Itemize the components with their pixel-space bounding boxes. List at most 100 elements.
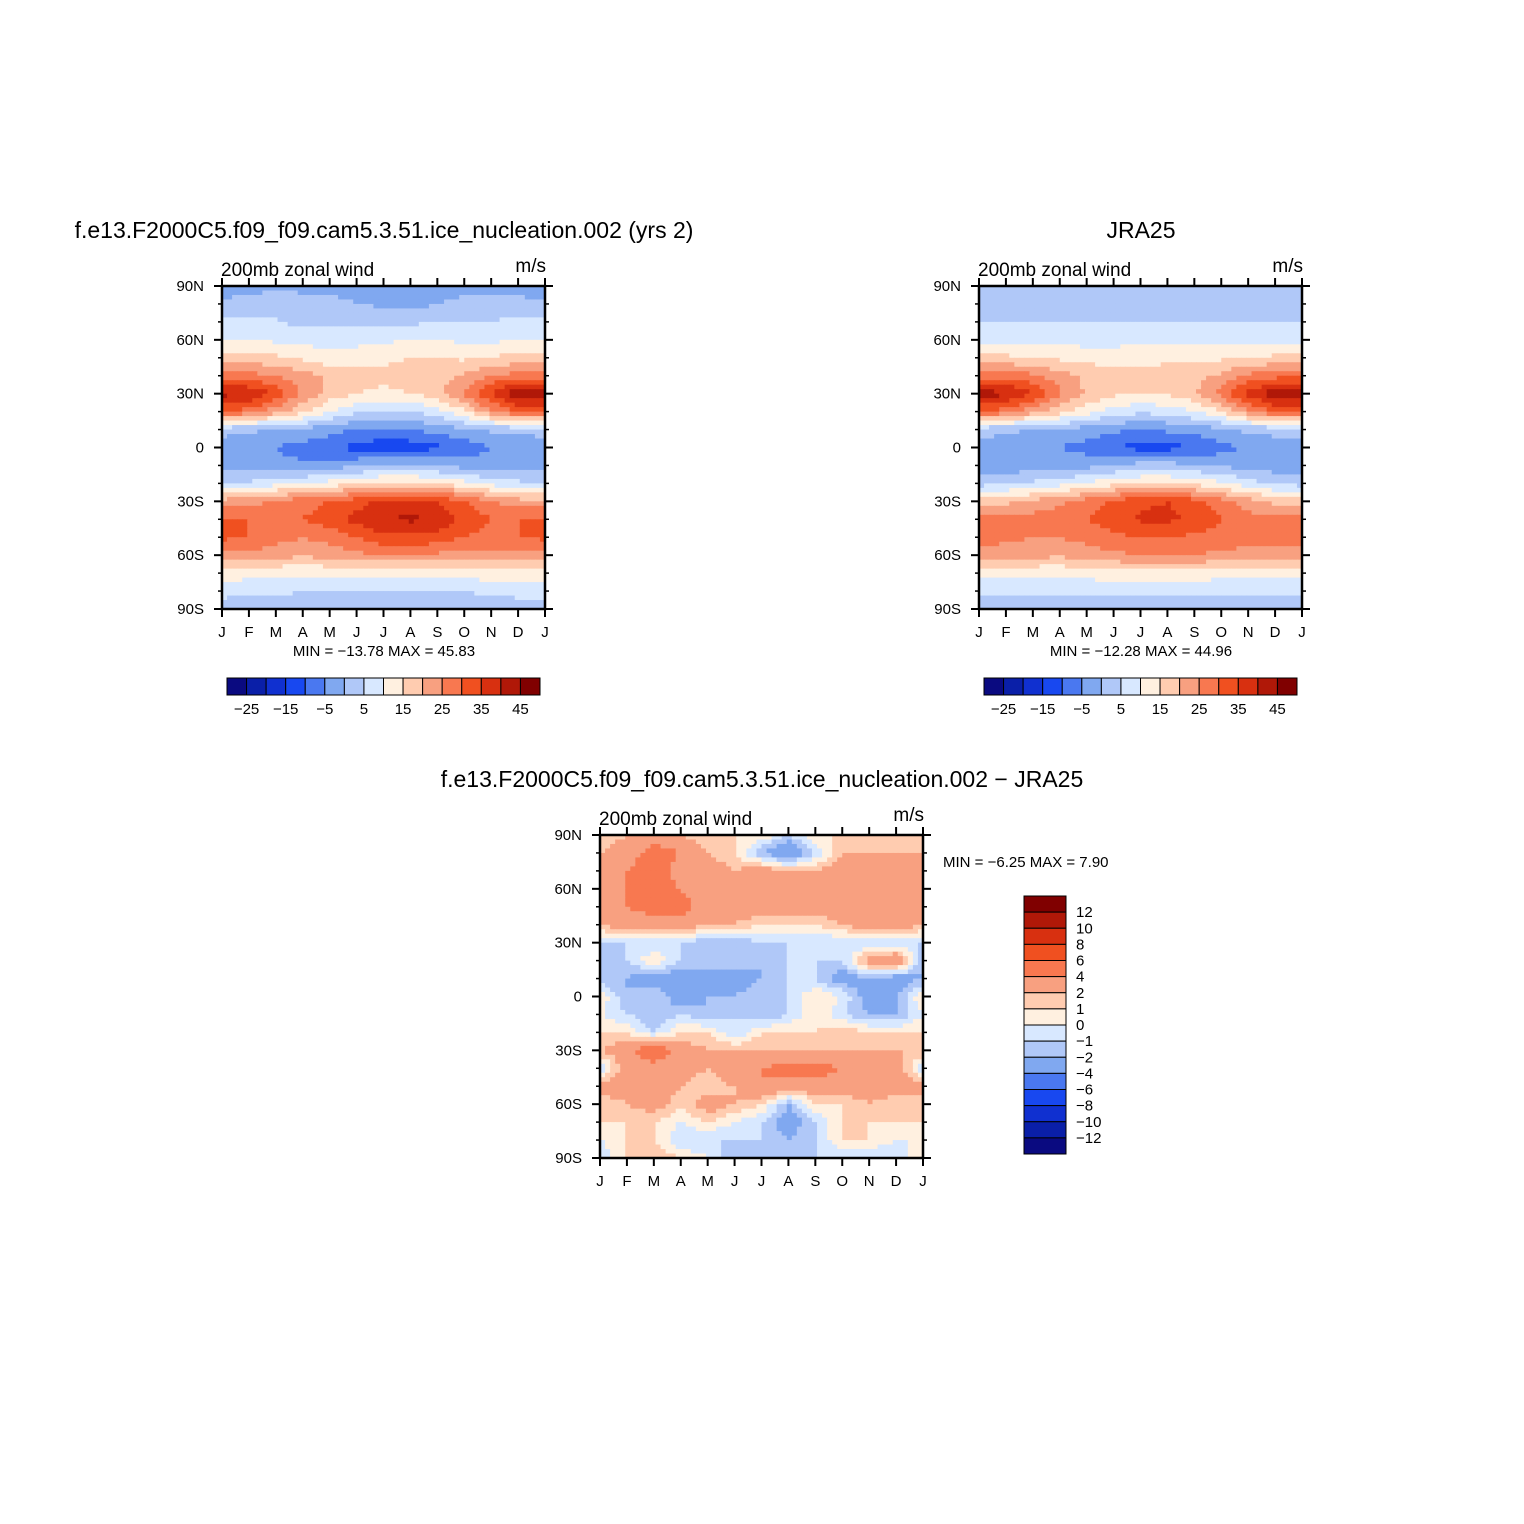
contour-cell — [469, 573, 475, 579]
contour-cell — [423, 294, 430, 301]
contour-cell — [474, 460, 480, 467]
contour-cell — [514, 586, 521, 592]
contour-cell — [509, 550, 516, 556]
contour-cell — [484, 478, 491, 484]
contour-cell — [338, 564, 344, 570]
contour-cell — [494, 501, 501, 507]
contour-cell — [454, 568, 460, 574]
contour-cell — [227, 586, 233, 592]
contour-cell — [444, 514, 450, 520]
contour-cell — [388, 344, 395, 350]
contour-cell — [267, 321, 274, 327]
contour-cell — [534, 443, 541, 449]
contour-cell — [302, 568, 309, 574]
contour-cell — [428, 438, 435, 444]
contour-cell — [257, 312, 263, 319]
contour-cell — [428, 546, 435, 552]
contour-cell — [1135, 290, 1142, 296]
contour-cell — [307, 505, 314, 511]
contour-cell — [373, 586, 380, 592]
contour-cell — [353, 532, 359, 538]
contour-cell — [247, 528, 253, 534]
contour-cell — [267, 294, 274, 301]
contour-cell — [247, 312, 253, 319]
contour-cell — [534, 380, 541, 386]
contour-cell — [479, 398, 486, 404]
contour-cell — [282, 312, 289, 319]
contour-cell — [408, 420, 415, 426]
contour-cell — [504, 582, 511, 588]
contour-cell — [287, 443, 294, 449]
contour-cell — [348, 591, 354, 597]
contour-cell — [1296, 294, 1302, 301]
contour-cell — [348, 483, 354, 489]
contour-cell — [297, 532, 304, 538]
contour-cell — [302, 523, 309, 529]
contour-cell — [388, 501, 395, 507]
contour-cell — [449, 362, 455, 368]
contour-cell — [242, 532, 248, 538]
contour-cell — [302, 492, 309, 498]
contour-cell — [388, 420, 395, 426]
contour-cell — [398, 496, 405, 502]
contour-cell — [403, 532, 410, 538]
contour-cell — [363, 604, 369, 609]
contour-cell — [529, 429, 536, 435]
contour-cell — [1004, 290, 1010, 296]
contour-cell — [393, 353, 400, 359]
contour-cell — [489, 402, 496, 408]
contour-cell — [449, 389, 455, 395]
contour-cell — [237, 425, 243, 431]
contour-cell — [454, 286, 460, 292]
contour-cell — [267, 429, 274, 435]
contour-cell — [464, 393, 470, 399]
contour-cell — [519, 474, 526, 480]
contour-cell — [353, 483, 359, 489]
contour-cell — [444, 317, 450, 323]
contour-cell — [479, 335, 486, 341]
contour-cell — [1110, 299, 1116, 305]
contour-cell — [413, 496, 420, 502]
contour-cell — [519, 564, 526, 570]
contour-cell — [262, 416, 269, 422]
contour-cell — [444, 537, 450, 543]
contour-cell — [343, 456, 349, 462]
contour-cell — [398, 398, 405, 404]
contour-cell — [439, 380, 445, 386]
contour-cell — [484, 416, 491, 422]
contour-cell — [494, 434, 501, 440]
contour-cell — [408, 483, 415, 489]
contour-cell — [232, 600, 238, 606]
contour-cell — [312, 505, 319, 511]
contour-cell — [484, 308, 491, 314]
contour-cell — [418, 492, 425, 498]
contour-cell — [327, 321, 334, 327]
contour-cell — [282, 487, 289, 493]
contour-cell — [343, 604, 349, 609]
contour-cell — [262, 389, 269, 395]
contour-cell — [474, 425, 480, 431]
contour-cell — [242, 447, 248, 453]
contour-cell — [479, 573, 486, 579]
contour-cell — [1029, 303, 1036, 310]
contour-cell — [388, 434, 395, 440]
contour-cell — [539, 438, 545, 444]
contour-cell — [247, 321, 253, 327]
contour-cell — [539, 582, 545, 588]
contour-cell — [338, 434, 344, 440]
contour-cell — [257, 519, 263, 525]
contour-cell — [388, 317, 395, 323]
contour-cell — [317, 393, 324, 399]
contour-cell — [363, 487, 369, 493]
contour-cell — [484, 384, 491, 390]
contour-cell — [297, 573, 304, 579]
contour-cell — [509, 582, 516, 588]
contour-cell — [1014, 286, 1020, 292]
contour-cell — [302, 357, 309, 363]
contour-cell — [333, 303, 339, 310]
contour-cell — [1226, 286, 1232, 292]
contour-cell — [504, 478, 511, 484]
contour-cell — [423, 335, 430, 341]
contour-cell — [338, 362, 344, 368]
contour-cell — [297, 523, 304, 529]
